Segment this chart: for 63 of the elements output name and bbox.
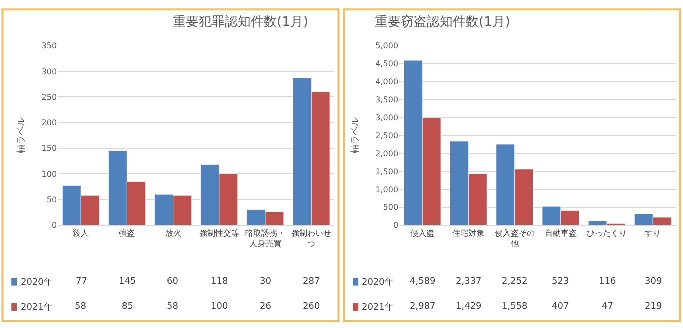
legend-label: 2020年 <box>362 277 394 288</box>
y-tick-label: 5,000 <box>376 42 399 51</box>
x-tick-label: 略取誘拐・人身売買 <box>246 228 286 248</box>
data-label: 85 <box>122 302 134 312</box>
data-label: 407 <box>552 302 570 312</box>
y-tick-label: 200 <box>42 118 58 128</box>
data-label: 287 <box>303 277 320 287</box>
x-tick-label: すり <box>645 228 662 238</box>
legend-label: 2020年 <box>21 277 53 288</box>
data-label: 116 <box>599 277 616 287</box>
data-label: 58 <box>75 302 87 312</box>
x-tick-label: ひったくり <box>587 228 628 238</box>
x-tick-label: 自動車盗 <box>544 228 577 238</box>
legend-label: 2021年 <box>21 302 53 313</box>
data-label: 523 <box>552 277 570 287</box>
y-tick-label: 500 <box>383 203 399 212</box>
data-label: 4,589 <box>410 277 436 287</box>
x-tick-label: 強制わいせつ <box>292 228 332 248</box>
chart-title: 重要犯罪認知件数(1月) <box>173 15 308 30</box>
data-label: 260 <box>303 302 320 312</box>
y-tick-label: 4,500 <box>376 60 399 69</box>
x-tick-label: 住宅対象 <box>452 228 485 238</box>
data-label: 60 <box>167 277 179 287</box>
y-tick-label: 2,000 <box>376 149 399 158</box>
y-tick-label: 0 <box>52 221 58 230</box>
y-tick-label: 250 <box>42 92 58 102</box>
data-label: 309 <box>645 277 662 287</box>
x-tick-label: 侵入盗 <box>410 228 435 238</box>
y-tick-label: 4,000 <box>376 78 399 87</box>
data-label: 1,429 <box>456 302 482 312</box>
data-label: 118 <box>211 277 228 287</box>
chart-title: 重要窃盗認知件数(1月) <box>375 15 510 30</box>
data-label: 219 <box>645 302 662 312</box>
data-label: 2,987 <box>410 302 436 312</box>
x-tick-label: 侵入盗その他 <box>494 228 535 248</box>
data-label: 1,558 <box>502 302 528 312</box>
y-tick-label: 1,000 <box>376 185 399 194</box>
data-label: 2,252 <box>502 277 528 287</box>
data-label: 26 <box>260 302 272 312</box>
y-tick-label: 300 <box>42 67 58 76</box>
y-tick-label: 50 <box>46 196 58 204</box>
y-tick-label: 1,500 <box>376 167 399 176</box>
y-tick-label: 2,500 <box>376 131 399 140</box>
x-tick-label: 強制性交等 <box>199 228 240 238</box>
data-label: 100 <box>211 302 228 312</box>
y-tick-label: 100 <box>42 170 58 179</box>
y-tick-label: 350 <box>42 42 58 51</box>
x-tick-label: 殺人 <box>73 228 90 238</box>
data-label: 145 <box>119 277 136 287</box>
y-tick-label: 0 <box>393 221 399 230</box>
data-label: 30 <box>260 277 272 287</box>
data-label: 47 <box>602 302 614 312</box>
y-tick-label: 3,000 <box>376 113 399 122</box>
legend-label: 2021年 <box>362 302 394 313</box>
data-label: 2,337 <box>456 277 482 287</box>
y-axis-title: 軸ラベル <box>16 118 28 154</box>
y-tick-label: 150 <box>42 144 58 154</box>
x-tick-label: 強盗 <box>119 228 136 238</box>
y-axis-title: 軸ラベル <box>350 118 361 154</box>
x-tick-label: 放火 <box>165 228 182 238</box>
data-label: 77 <box>76 277 88 287</box>
data-label: 58 <box>167 302 179 312</box>
y-tick-label: 3,500 <box>376 95 399 104</box>
